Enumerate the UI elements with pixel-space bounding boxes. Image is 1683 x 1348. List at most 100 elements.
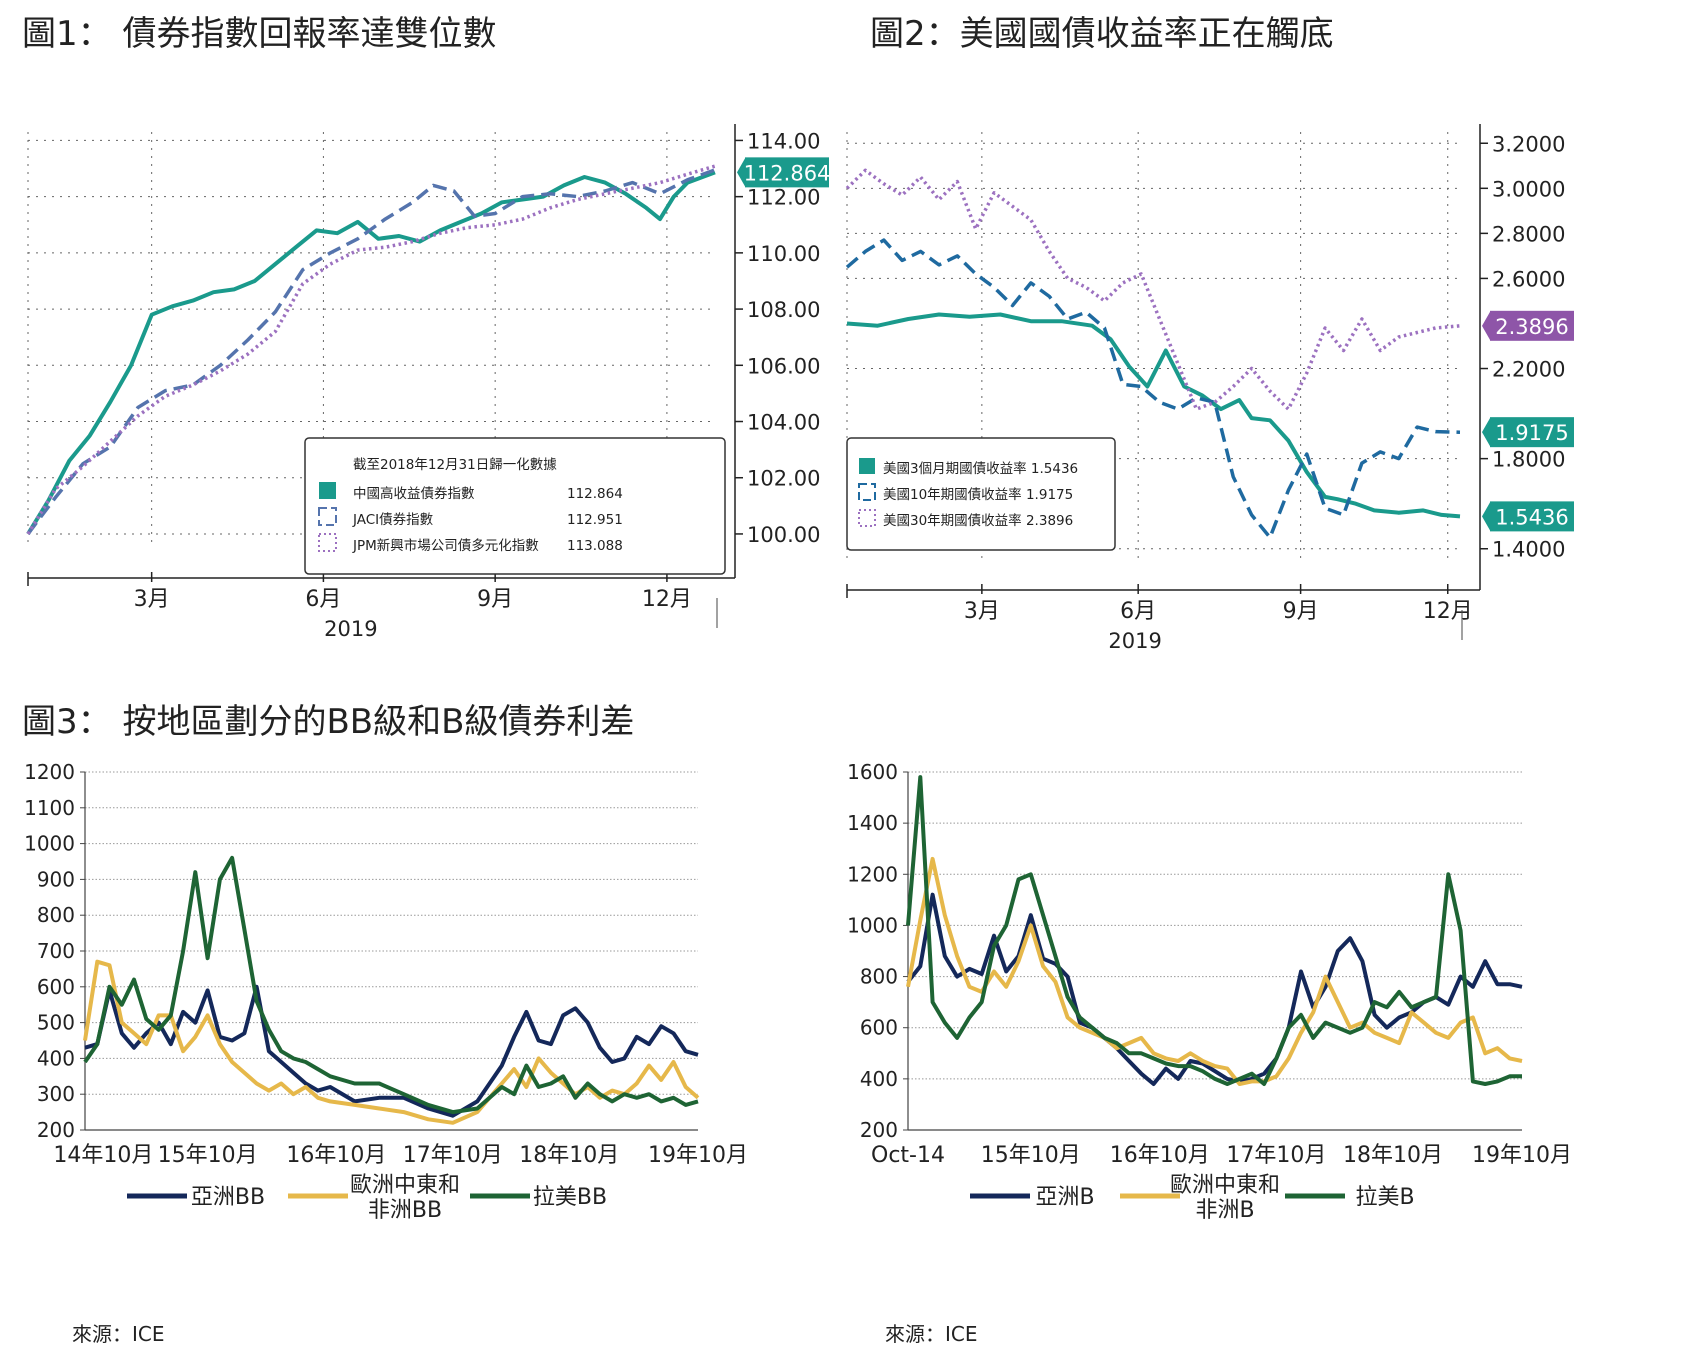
legend-entry-label: 亞洲BB	[191, 1185, 265, 1210]
y-tick-label: 800	[37, 903, 75, 927]
end-label-text: 112.864	[744, 161, 831, 185]
y-tick-label: 3.0000	[1492, 177, 1565, 201]
legend-entry-label: JACI債券指數	[352, 512, 434, 528]
legend-entry-value: 113.088	[567, 538, 623, 554]
chart-fig2: 3.2000 3.0000 2.8000 2.6000 2.2000 1.8000 1.40…	[835, 110, 1675, 655]
y-tick-label: 700	[37, 939, 75, 963]
y-tick-label: 1100	[24, 796, 75, 820]
legend-entry-label: 拉美B	[1355, 1185, 1414, 1210]
legend-swatch	[859, 458, 875, 474]
end-label-pointer	[1482, 418, 1490, 447]
legend-entry-label: 美國3個月期國債收益率 1.5436	[883, 460, 1078, 477]
x-tick-label: 3月	[134, 587, 170, 612]
y-tick-label: 114.00	[747, 129, 820, 153]
y-tick-label: 2.8000	[1492, 222, 1565, 246]
y-tick-label: 100.00	[747, 523, 820, 547]
x-tick-label: 16年10月	[286, 1143, 386, 1168]
y-tick-label: 104.00	[747, 411, 820, 435]
y-tick-label: 600	[860, 1016, 898, 1040]
figure-2-title: 圖2：美國國債收益率正在觸底	[870, 14, 1334, 54]
series-line-歐洲中東和非洲B	[906, 856, 1523, 1086]
y-tick-label: 110.00	[747, 242, 820, 266]
x-tick-label: 9月	[1283, 599, 1319, 624]
y-tick-label: 1000	[24, 832, 75, 856]
end-label-box	[745, 157, 829, 188]
end-label-text: 2.3896	[1495, 315, 1568, 339]
chart-fig2-svg: 3.2000 3.0000 2.8000 2.6000 2.2000 1.8000 1.40…	[845, 124, 1574, 653]
end-label-text: 1.9175	[1495, 421, 1568, 445]
end-label-pointer	[737, 158, 745, 187]
x-tick-label: 19年10月	[1472, 1143, 1572, 1168]
legend-entry-label: 歐洲中東和	[1170, 1173, 1280, 1198]
y-tick-label: 400	[37, 1046, 75, 1070]
y-tick-label: 108.00	[747, 298, 820, 322]
y-tick-label: 3.2000	[1492, 132, 1565, 156]
chart-fig3a: 1200 1100 1000 900 800 700 600 500 400 300 200 14年1…	[0, 750, 800, 1240]
series-line-美國30年期國債收益率	[845, 168, 1461, 411]
y-tick-label: 800	[860, 965, 898, 989]
legend-entry-label: JPM新興市場公司債多元化指數	[352, 537, 539, 554]
y-tick-label: 600	[37, 975, 75, 999]
x-tick-label: 6月	[305, 587, 341, 612]
legend-swatch	[318, 533, 337, 552]
legend-entry-label: 亞洲B	[1035, 1185, 1094, 1210]
end-label-box	[1490, 310, 1574, 341]
chart-fig3b: 1600 1400 1200 1000 800 600 400 200 Oct-14 15年10月…	[830, 750, 1680, 1240]
y-tick-label: 1400	[847, 811, 898, 835]
end-label-box	[1490, 417, 1574, 448]
y-tick-label: 900	[37, 867, 75, 891]
y-tick-label: 200	[37, 1118, 75, 1142]
y-tick-label: 112.00	[747, 186, 820, 210]
legend-box	[846, 437, 1116, 551]
legend-title: 截至2018年12月31日歸一化數據	[353, 456, 557, 473]
legend-entry-label: 非洲BB	[368, 1198, 442, 1223]
x-tick-label: 17年10月	[1226, 1143, 1326, 1168]
series-line-歐洲中東和非洲BB	[83, 959, 700, 1125]
legend-entry-value: 112.864	[567, 486, 623, 502]
x-tick-label: 12月	[642, 587, 692, 612]
end-label-text: 1.5436	[1495, 505, 1568, 529]
series-line-美國10年期國債收益率	[845, 238, 1461, 540]
chart-fig1: 114.00 112.00 110.00 108.00 106.00 104.00 102.…	[0, 110, 835, 655]
x-tick-label: 17年10月	[403, 1143, 503, 1168]
legend-swatch	[319, 482, 336, 499]
y-tick-label: 1600	[847, 760, 898, 784]
y-tick-label: 102.00	[747, 467, 820, 491]
legend-swatch	[858, 509, 876, 527]
y-tick-label: 1.4000	[1492, 538, 1565, 562]
end-label-pointer	[1482, 502, 1490, 531]
source-note-left: 來源：ICE	[72, 1322, 165, 1346]
end-label-pointer	[1482, 311, 1490, 340]
series-line-美國3個月期國債收益率	[846, 312, 1461, 519]
x-tick-label: 15年10月	[158, 1143, 258, 1168]
x-tick-label: 6月	[1120, 599, 1156, 624]
x-tick-label: 3月	[964, 599, 1000, 624]
legend-entry-label: 拉美BB	[533, 1185, 607, 1210]
y-tick-label: 1.8000	[1492, 448, 1565, 472]
legend-entry-value: 112.951	[567, 512, 623, 528]
series-line-JACI債券指數	[26, 168, 716, 535]
y-tick-label: 2.6000	[1492, 267, 1565, 291]
x-tick-label: 18年10月	[1343, 1143, 1443, 1168]
x-tick-label: 14年10月	[53, 1143, 153, 1168]
y-tick-label: 1200	[24, 760, 75, 784]
y-tick-label: 106.00	[747, 354, 820, 378]
y-tick-label: 1200	[847, 862, 898, 886]
y-tick-label: 1000	[847, 913, 898, 937]
figure-3-title: 圖3： 按地區劃分的BB級和B級債券利差	[22, 702, 635, 742]
y-tick-label: 200	[860, 1118, 898, 1142]
x-tick-label: 9月	[477, 587, 513, 612]
figure-1-title: 圖1： 債券指數回報率達雙位數	[22, 14, 497, 54]
legend-entry-label: 中國高收益債券指數	[353, 485, 475, 502]
series-line-拉美B	[906, 775, 1522, 1086]
y-tick-label: 400	[860, 1067, 898, 1091]
x-tick-label: 15年10月	[981, 1143, 1081, 1168]
chart-fig3a-svg: 1200 1100 1000 900 800 700 600 500 400 300 20014年1…	[24, 760, 748, 1223]
series-line-中國高收益債券指數	[26, 170, 716, 535]
y-tick-label: 300	[37, 1082, 75, 1106]
legend-box	[304, 437, 726, 575]
legend-entry-label: 美國10年期國債收益率 1.9175	[883, 486, 1073, 503]
fig1-grid	[27, 132, 715, 548]
legend-swatch	[318, 507, 337, 526]
